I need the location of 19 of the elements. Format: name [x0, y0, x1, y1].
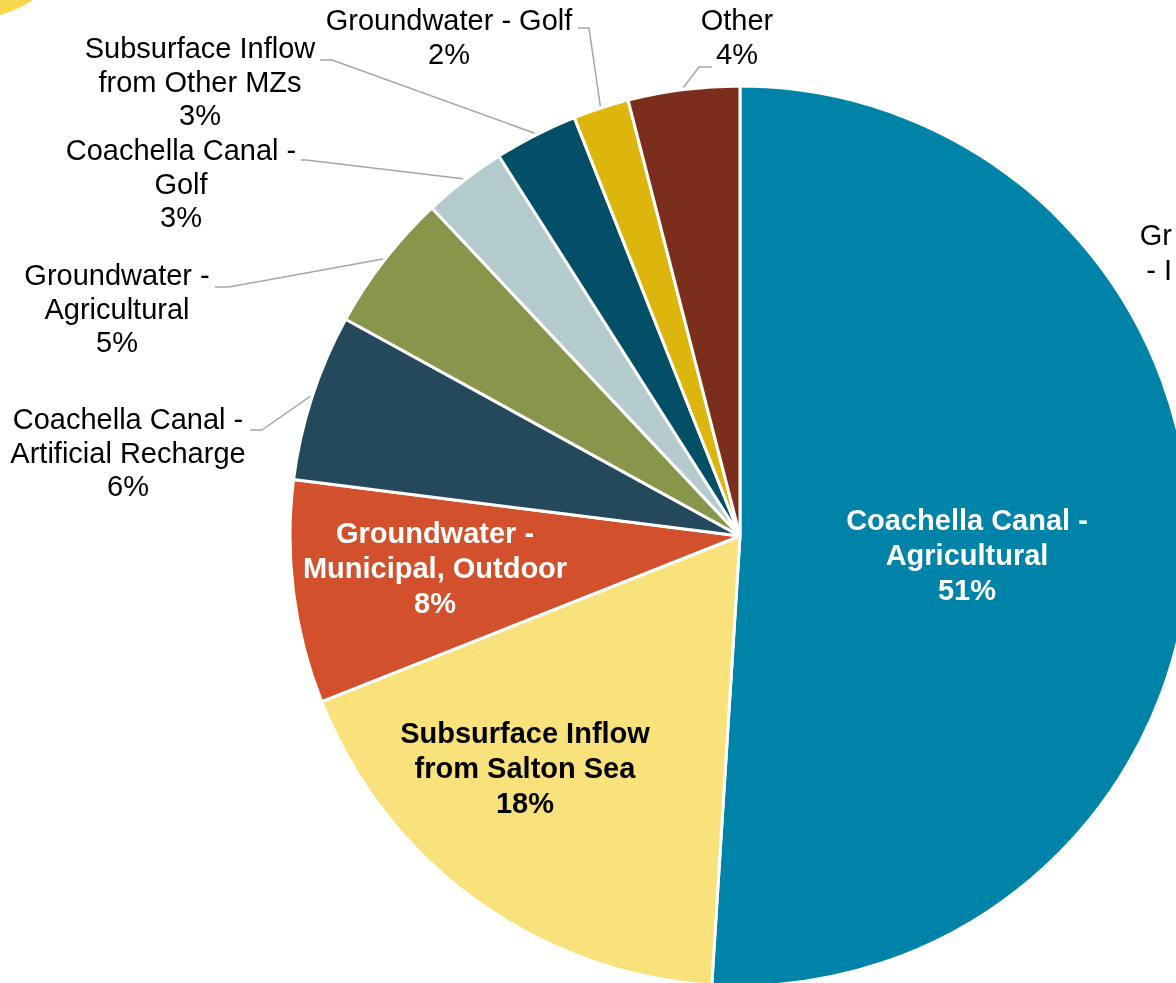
slice-label: Coachella Canal - Golf [65, 134, 297, 200]
data-label: 4% [716, 37, 758, 70]
data-label: 18% [495, 787, 555, 819]
slice-label: Other [700, 4, 774, 36]
data-label: 2% [428, 37, 470, 70]
data-label: 3% [160, 201, 202, 233]
data-label: 6% [107, 470, 149, 502]
data-label: 3% [179, 99, 221, 131]
data-label: 51% [937, 574, 997, 606]
slice-label: Subsurface Inflow from Salton Sea [400, 717, 651, 784]
slice-label: Coachella Canal - Agricultural [846, 504, 1088, 571]
slice-label: Coachella Canal - Artificial Recharge [10, 403, 246, 469]
slice-label: Groundwater - Agricultural [24, 259, 210, 325]
slice-label: Groundwater - Municipal, Outdoor [302, 517, 568, 584]
text: Gr - I [1139, 219, 1173, 286]
slice-label: Groundwater - Golf [325, 4, 574, 36]
data-label: 5% [96, 326, 138, 358]
slice-label: Subsurface Inflow from Other MZs [84, 32, 317, 98]
data-label: 8% [414, 587, 457, 619]
